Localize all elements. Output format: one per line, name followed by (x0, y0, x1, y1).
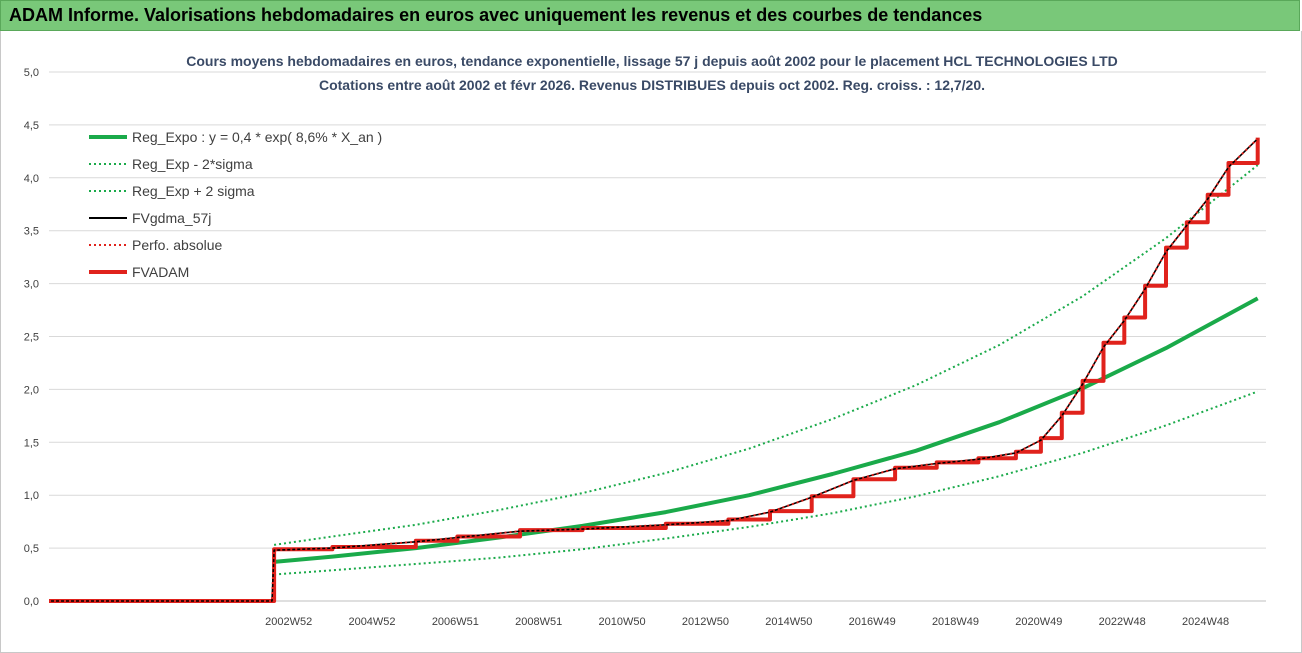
chart-title-line1: Cours moyens hebdomadaires en euros, ten… (186, 53, 1118, 69)
legend-label: Perfo. absolue (132, 237, 222, 253)
chart-title-line2: Cotations entre août 2002 et févr 2026. … (318, 77, 986, 93)
report-title-bar: ADAM Informe. Valorisations hebdomadaire… (0, 0, 1300, 31)
series-line-perfo-absolue (49, 137, 1259, 602)
x-tick-label: 2020W49 (1015, 616, 1062, 628)
x-tick-label: 2016W49 (849, 616, 896, 628)
x-tick-label: 2024W48 (1182, 616, 1229, 628)
x-tick-label: 2010W50 (599, 616, 646, 628)
y-tick-label: 2,5 (24, 332, 39, 344)
x-tick-label: 2012W50 (682, 616, 729, 628)
x-tick-label: 2002W52 (265, 616, 312, 628)
x-tick-label: 2022W48 (1099, 616, 1146, 628)
y-tick-label: 0,0 (24, 596, 39, 608)
y-tick-label: 1,0 (24, 490, 39, 502)
y-tick-label: 3,5 (24, 226, 39, 238)
y-tick-label: 4,5 (24, 120, 39, 132)
chart-area: Cours moyens hebdomadaires en euros, ten… (0, 31, 1302, 653)
legend-label: FVADAM (132, 264, 189, 280)
x-tick-label: 2004W52 (348, 616, 395, 628)
y-tick-label: 5,0 (24, 67, 39, 79)
series-line-reg-exp-2-sigma (273, 164, 1259, 546)
line-chart: 0,0 0,5 1,0 1,5 2,0 2,5 3,0 3,5 4,0 4,5 5,0 2002W52… (24, 67, 1266, 628)
legend-label: Reg_Exp + 2 sigma (132, 183, 255, 199)
y-tick-label: 3,0 (24, 279, 39, 291)
legend-label: Reg_Expo : y = 0,4 * exp( 8,6% * X_an ) (132, 129, 382, 145)
y-tick-label: 1,5 (24, 437, 39, 449)
report-title: ADAM Informe. Valorisations hebdomadaire… (9, 5, 983, 25)
legend-label: Reg_Exp - 2*sigma (132, 156, 253, 172)
series-line-fvadam (49, 137, 1260, 603)
x-tick-label: 2006W51 (432, 616, 479, 628)
legend-label: FVgdma_57j (132, 210, 211, 226)
y-tick-label: 2,0 (24, 384, 39, 396)
x-tick-label: 2014W50 (765, 616, 812, 628)
x-tick-label: 2018W49 (932, 616, 979, 628)
y-tick-label: 4,0 (24, 173, 39, 185)
series-line-fvgdma-57j (49, 138, 1259, 602)
y-tick-label: 0,5 (24, 543, 39, 555)
x-tick-label: 2008W51 (515, 616, 562, 628)
